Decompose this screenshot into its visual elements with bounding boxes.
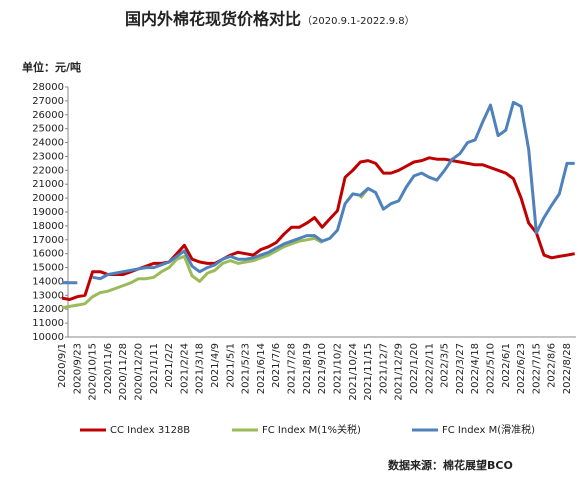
x-tick-label: 2022/3/27 [455, 343, 466, 394]
x-tick-label: 2021/7/6 [271, 343, 282, 388]
source-note: 数据来源：棉花展望BCO [388, 458, 513, 472]
x-tick-label: 2021/1/11 [149, 343, 160, 394]
y-tick-label: 23000 [32, 151, 64, 162]
x-tick-label: 2021/2/2 [164, 343, 175, 388]
x-tick-label: 2022/6/23 [516, 343, 527, 394]
x-tick-label: 2022/1/20 [409, 343, 420, 394]
x-tick-label: 2021/7/28 [287, 343, 298, 394]
legend-label: FC Index M(1%关税) [262, 423, 361, 436]
x-tick-label: 2021/4/9 [210, 343, 221, 388]
x-tick-label: 2021/6/14 [256, 343, 267, 394]
x-tick-label: 2021/10/2 [332, 343, 343, 394]
y-tick-label: 21000 [32, 179, 64, 190]
x-tick-label: 2022/5/10 [485, 343, 496, 394]
x-tick-label: 2020/11/28 [118, 343, 129, 401]
x-tick-label: 2021/5/23 [241, 343, 252, 394]
chart-subtitle: （2020.9.1-2022.9.8） [302, 15, 415, 27]
x-tick-label: 2022/6/1 [501, 343, 512, 388]
x-tick-label: 2022/8/28 [562, 343, 573, 394]
series-line [61, 156, 575, 301]
unit-label: 单位：元/吨 [22, 60, 81, 74]
y-tick-label: 28000 [32, 82, 64, 93]
y-tick-label: 24000 [32, 138, 64, 149]
y-tick-label: 15000 [32, 263, 64, 274]
x-tick-label: 2021/9/10 [317, 343, 328, 394]
y-tick-label: 27000 [32, 96, 64, 107]
legend-label: FC Index M(滑准税) [442, 423, 535, 436]
y-tick-label: 14000 [32, 276, 64, 287]
x-tick-label: 2021/5/1 [225, 343, 236, 388]
y-tick-label: 17000 [32, 235, 64, 246]
x-tick-label: 2021/2/24 [179, 343, 190, 394]
chart-title: 国内外棉花现货价格对比 [125, 10, 301, 29]
x-tick-label: 2021/12/7 [378, 343, 389, 394]
x-tick-label: 2022/4/18 [470, 343, 481, 394]
series-line [61, 187, 370, 310]
x-tick-label: 2020/10/15 [88, 343, 99, 401]
y-tick-label: 13000 [32, 290, 64, 301]
series-line [62, 100, 575, 285]
legend-label: CC Index 3128B [110, 425, 190, 436]
y-tick-label: 19000 [32, 207, 64, 218]
y-tick-label: 11000 [32, 318, 64, 329]
x-tick-label: 2022/7/15 [531, 343, 542, 394]
x-tick-label: 2022/2/11 [424, 343, 435, 394]
x-tick-label: 2021/10/24 [348, 343, 359, 401]
x-tick-label: 2022/3/5 [440, 343, 451, 388]
y-tick-label: 10000 [32, 332, 64, 343]
y-tick-label: 20000 [32, 193, 64, 204]
x-tick-label: 2021/12/29 [394, 343, 405, 401]
x-tick-label: 2020/11/6 [103, 343, 114, 394]
y-tick-label: 12000 [32, 304, 64, 315]
y-tick-label: 26000 [32, 110, 64, 121]
x-tick-label: 2020/9/1 [57, 343, 68, 388]
x-tick-label: 2021/8/19 [302, 343, 313, 394]
y-tick-label: 16000 [32, 249, 64, 260]
x-tick-label: 2020/12/20 [134, 343, 145, 401]
y-tick-label: 25000 [32, 124, 64, 135]
x-tick-label: 2021/11/15 [363, 343, 374, 401]
x-tick-label: 2022/8/6 [547, 343, 558, 388]
y-tick-label: 18000 [32, 221, 64, 232]
x-tick-label: 2021/3/18 [195, 343, 206, 394]
y-tick-label: 22000 [32, 165, 64, 176]
x-tick-label: 2020/9/23 [72, 343, 83, 394]
